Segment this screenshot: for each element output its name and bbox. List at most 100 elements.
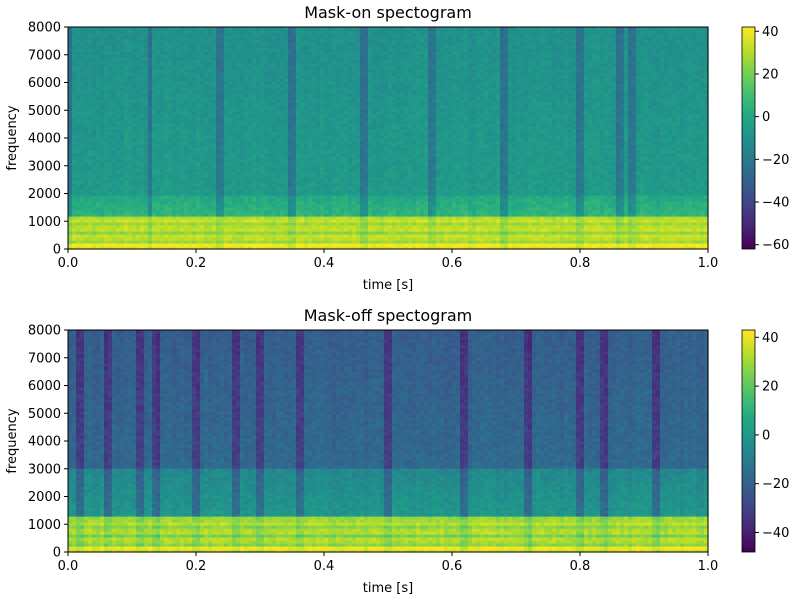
heatmap-cell bbox=[280, 198, 285, 202]
heatmap-cell bbox=[88, 228, 93, 232]
heatmap-cell bbox=[132, 243, 137, 247]
heatmap-cell bbox=[208, 117, 213, 121]
heatmap-cell bbox=[96, 144, 101, 148]
heatmap-cell bbox=[188, 81, 193, 85]
heatmap-cell bbox=[100, 150, 105, 154]
heatmap-cell bbox=[152, 195, 157, 199]
heatmap-cell bbox=[200, 87, 205, 91]
heatmap-cell bbox=[164, 138, 169, 142]
heatmap-cell bbox=[180, 183, 185, 187]
heatmap-cell bbox=[212, 174, 217, 178]
heatmap-cell bbox=[272, 129, 277, 133]
heatmap-cell bbox=[264, 114, 269, 118]
heatmap-cell bbox=[168, 168, 173, 172]
heatmap-cell bbox=[216, 72, 221, 76]
heatmap-cell bbox=[68, 207, 73, 211]
heatmap-cell bbox=[132, 111, 137, 115]
heatmap-cell bbox=[204, 204, 209, 208]
heatmap-cell bbox=[192, 117, 197, 121]
heatmap-cell bbox=[240, 201, 245, 205]
heatmap-cell bbox=[104, 240, 109, 244]
heatmap-cell bbox=[264, 69, 269, 73]
heatmap-cell bbox=[176, 81, 181, 85]
heatmap-cell bbox=[208, 228, 213, 232]
heatmap-cell bbox=[272, 165, 277, 169]
heatmap-cell bbox=[212, 222, 217, 226]
heatmap-cell bbox=[256, 123, 261, 127]
heatmap-cell bbox=[124, 69, 129, 73]
heatmap-cell bbox=[208, 27, 213, 31]
heatmap-cell bbox=[204, 108, 209, 112]
heatmap-cell bbox=[136, 117, 141, 121]
heatmap-cell bbox=[68, 132, 73, 136]
heatmap-cell bbox=[196, 111, 201, 115]
heatmap-cell bbox=[200, 135, 205, 139]
heatmap-cell bbox=[156, 231, 161, 235]
heatmap-cell bbox=[192, 57, 197, 61]
heatmap-cell bbox=[88, 135, 93, 139]
heatmap-cell bbox=[196, 108, 201, 112]
heatmap-cell bbox=[112, 63, 117, 67]
heatmap-cell bbox=[260, 201, 265, 205]
heatmap-cell bbox=[92, 222, 97, 226]
heatmap-cell bbox=[232, 225, 237, 229]
heatmap-cell bbox=[80, 186, 85, 190]
heatmap-cell bbox=[168, 195, 173, 199]
heatmap-cell bbox=[260, 135, 265, 139]
heatmap-cell bbox=[288, 168, 293, 172]
heatmap-cell bbox=[276, 159, 281, 163]
heatmap-cell bbox=[124, 189, 129, 193]
heatmap-cell bbox=[236, 210, 241, 214]
heatmap-cell bbox=[84, 129, 89, 133]
heatmap-cell bbox=[100, 66, 105, 70]
heatmap-cell bbox=[228, 159, 233, 163]
heatmap-cell bbox=[80, 228, 85, 232]
heatmap-cell bbox=[276, 27, 281, 31]
heatmap-cell bbox=[228, 198, 233, 202]
heatmap-cell bbox=[132, 81, 137, 85]
heatmap-cell bbox=[188, 126, 193, 130]
heatmap-cell bbox=[276, 213, 281, 217]
heatmap-cell bbox=[160, 153, 165, 157]
heatmap-cell bbox=[140, 153, 145, 157]
heatmap-cell bbox=[148, 246, 153, 250]
heatmap-cell bbox=[144, 150, 149, 154]
heatmap-cell bbox=[112, 102, 117, 106]
heatmap-cell bbox=[128, 102, 133, 106]
heatmap-cell bbox=[244, 186, 249, 190]
heatmap-cell bbox=[220, 117, 225, 121]
heatmap-cell bbox=[264, 123, 269, 127]
heatmap-cell bbox=[244, 231, 249, 235]
heatmap-cell bbox=[204, 45, 209, 49]
heatmap-cell bbox=[108, 216, 113, 220]
heatmap-cell bbox=[152, 33, 157, 37]
heatmap-cell bbox=[228, 51, 233, 55]
heatmap-cell bbox=[212, 147, 217, 151]
heatmap-cell bbox=[248, 102, 253, 106]
heatmap-cell bbox=[204, 138, 209, 142]
heatmap-cell bbox=[116, 168, 121, 172]
heatmap-cell bbox=[280, 150, 285, 154]
heatmap-cell bbox=[200, 150, 205, 154]
heatmap-cell bbox=[184, 66, 189, 70]
heatmap-cell bbox=[168, 51, 173, 55]
heatmap-cell bbox=[208, 69, 213, 73]
heatmap-cell bbox=[184, 27, 189, 31]
heatmap-cell bbox=[288, 144, 293, 148]
heatmap-cell bbox=[280, 27, 285, 31]
heatmap-cell bbox=[96, 195, 101, 199]
heatmap-cell bbox=[144, 33, 149, 37]
heatmap-cell bbox=[160, 69, 165, 73]
heatmap-cell bbox=[140, 90, 145, 94]
heatmap-cell bbox=[92, 30, 97, 34]
heatmap-cell bbox=[256, 33, 261, 37]
heatmap-cell bbox=[212, 114, 217, 118]
heatmap-cell bbox=[152, 75, 157, 79]
heatmap-cell bbox=[256, 225, 261, 229]
heatmap-cell bbox=[100, 87, 105, 91]
heatmap-cell bbox=[172, 48, 177, 52]
heatmap-cell bbox=[180, 84, 185, 88]
heatmap-cell bbox=[184, 150, 189, 154]
heatmap-cell bbox=[224, 141, 229, 145]
heatmap-cell bbox=[172, 237, 177, 241]
